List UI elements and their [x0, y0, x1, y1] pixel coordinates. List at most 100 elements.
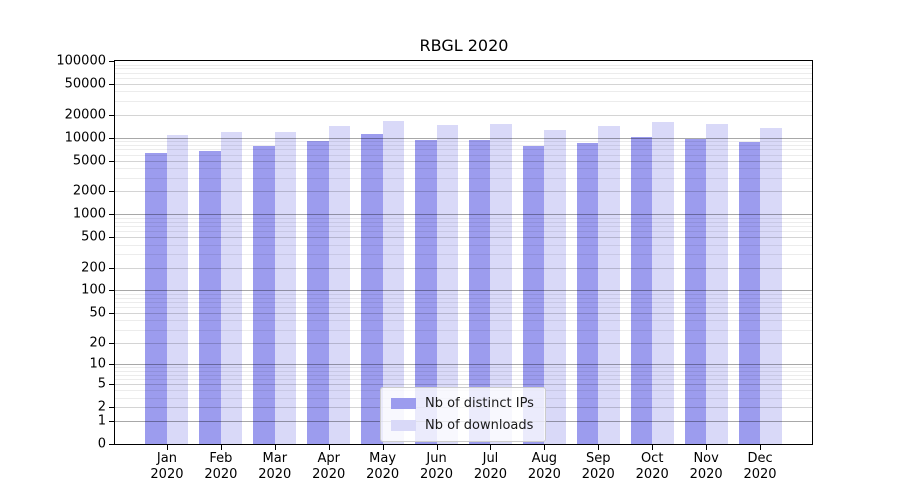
bar-distinct-ips-oct [630, 137, 653, 444]
y-tick-label-20: 20 [89, 335, 106, 351]
y-tick-label-20000: 20000 [64, 107, 106, 123]
bar-downloads-may [382, 121, 405, 444]
x-label-sep: Sep 2020 [581, 451, 615, 482]
bar-distinct-ips-nov [684, 139, 707, 444]
x-tick-mark-nov [706, 445, 708, 450]
bar-downloads-mar [274, 132, 297, 444]
bar-distinct-ips-apr [307, 141, 329, 444]
y-tick-label-200: 200 [81, 260, 106, 276]
bar-distinct-ips-jun [415, 140, 437, 444]
y-tick-label-10000: 10000 [64, 130, 106, 146]
y-tick-label-10: 10 [89, 356, 106, 372]
bar-downloads-sep [598, 126, 620, 444]
y-tick-label-5000: 5000 [72, 153, 106, 169]
y-tick-mark-20000 [109, 114, 114, 116]
y-tick-label-0: 0 [97, 436, 106, 452]
x-label-oct: Oct 2020 [635, 451, 669, 482]
legend: Nb of distinct IPs Nb of downloads [380, 387, 546, 442]
x-tick-mark-jun [436, 445, 438, 450]
gridline-30000 [115, 101, 812, 103]
x-label-mar: Mar 2020 [258, 451, 292, 482]
x-label-may: May 2020 [366, 451, 400, 482]
y-tick-label-5: 5 [97, 376, 106, 392]
gridline-70000 [115, 72, 812, 74]
legend-label-downloads: Nb of downloads [425, 418, 534, 433]
bar-downloads-aug [544, 129, 566, 444]
x-tick-mark-feb [220, 445, 222, 450]
bar-downloads-oct [652, 121, 674, 444]
legend-item-downloads: Nb of downloads [391, 417, 534, 434]
y-tick-mark-50000 [109, 84, 114, 86]
gridline-20000 [115, 114, 812, 116]
x-label-jul: Jul 2020 [473, 451, 507, 482]
y-tick-label-2: 2 [97, 399, 106, 415]
x-tick-mark-may [382, 445, 384, 450]
bar-downloads-nov [706, 124, 728, 444]
bar-downloads-dec [760, 127, 782, 444]
y-tick-label-100: 100 [81, 282, 106, 298]
y-tick-mark-2000 [109, 191, 114, 193]
y-tick-label-2000: 2000 [72, 183, 106, 199]
x-tick-mark-aug [544, 445, 546, 450]
y-tick-label-100000: 100000 [56, 53, 106, 69]
gridline-50000 [115, 84, 812, 86]
bar-distinct-ips-jan [145, 152, 167, 444]
y-tick-mark-2 [109, 407, 114, 409]
y-tick-mark-200 [109, 267, 114, 269]
gridline-60000 [115, 77, 812, 79]
bar-distinct-ips-jul [468, 140, 491, 444]
legend-label-distinct-ips: Nb of distinct IPs [425, 396, 534, 411]
y-tick-label-500: 500 [81, 229, 106, 245]
legend-item-distinct-ips: Nb of distinct IPs [391, 395, 534, 412]
bar-distinct-ips-sep [576, 142, 599, 444]
x-tick-mark-apr [328, 445, 330, 450]
y-tick-mark-100 [109, 290, 114, 292]
y-tick-mark-100000 [109, 61, 114, 62]
x-label-jun: Jun 2020 [419, 451, 454, 482]
y-tick-mark-500 [109, 237, 114, 239]
bar-downloads-jun [436, 125, 459, 444]
x-label-feb: Feb 2020 [204, 451, 238, 482]
y-tick-mark-20 [109, 342, 114, 344]
bar-distinct-ips-may [361, 133, 383, 444]
bar-distinct-ips-dec [738, 142, 761, 444]
plot-area: Nb of distinct IPs Nb of downloads [114, 60, 813, 445]
x-label-apr: Apr 2020 [312, 451, 346, 482]
bar-downloads-apr [328, 126, 351, 444]
y-tick-mark-1000 [109, 214, 114, 216]
chart-title: RBGL 2020 [419, 36, 509, 55]
x-label-dec: Dec 2020 [743, 451, 777, 482]
y-tick-label-1000: 1000 [72, 206, 106, 222]
x-tick-mark-sep [598, 445, 600, 450]
bar-downloads-jul [490, 124, 512, 444]
bar-distinct-ips-feb [199, 151, 221, 444]
bar-downloads-feb [220, 131, 243, 444]
y-tick-mark-10 [109, 364, 114, 366]
x-tick-mark-mar [274, 445, 276, 450]
y-tick-label-50: 50 [89, 305, 106, 321]
gridline-40000 [115, 91, 812, 93]
gridline-90000 [115, 64, 812, 66]
y-tick-mark-10000 [109, 137, 114, 139]
legend-swatch-downloads [391, 420, 416, 431]
bar-distinct-ips-aug [522, 145, 545, 444]
x-label-nov: Nov 2020 [689, 451, 723, 482]
x-label-aug: Aug 2020 [527, 451, 561, 482]
y-tick-mark-0 [109, 444, 114, 445]
y-tick-mark-5 [109, 384, 114, 386]
y-tick-label-1: 1 [97, 413, 106, 429]
x-tick-mark-jul [490, 445, 492, 450]
y-tick-mark-5000 [109, 160, 114, 162]
bar-distinct-ips-mar [253, 146, 275, 444]
bar-downloads-jan [166, 135, 189, 444]
y-tick-mark-1 [109, 420, 114, 422]
y-tick-mark-50 [109, 313, 114, 315]
y-tick-label-50000: 50000 [64, 76, 106, 92]
x-tick-mark-jan [166, 445, 168, 450]
legend-swatch-distinct-ips [391, 398, 416, 409]
x-label-jan: Jan 2020 [150, 451, 184, 482]
gridline-80000 [115, 68, 812, 70]
x-tick-mark-oct [652, 445, 654, 450]
x-tick-mark-dec [760, 445, 762, 450]
